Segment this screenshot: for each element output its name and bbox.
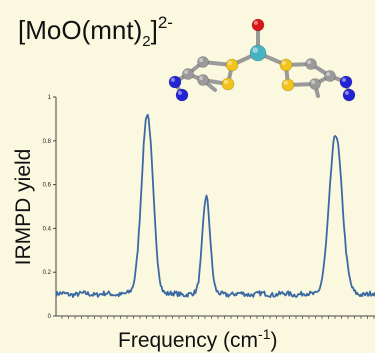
atom-highlight [344, 90, 349, 95]
x-axis-label: Frequency (cm-1) [118, 326, 278, 352]
atom-highlight [223, 79, 228, 84]
atom-highlight [326, 72, 331, 76]
y-ticks: 0 0.2 0.4 0.6 0.8 1 [43, 95, 56, 320]
atom-n [342, 88, 356, 102]
spectrum-line [55, 113, 375, 299]
y-tick-label: 0.4 [43, 226, 52, 232]
atom-s [225, 58, 239, 72]
atom-highlight [252, 47, 258, 53]
molecule-structure [168, 18, 356, 102]
atom-n [339, 75, 353, 89]
atom-c [324, 70, 336, 82]
x-ticks [61, 316, 375, 319]
atom-highlight [307, 60, 312, 64]
atom-highlight [199, 58, 203, 62]
atom-c [182, 68, 194, 80]
atom-highlight [227, 60, 232, 65]
y-tick-label: 0.6 [43, 183, 52, 189]
y-axis-label: IRMPD yield [12, 149, 35, 266]
atom-s [281, 78, 295, 92]
atom-c [197, 74, 209, 86]
atom-highlight [253, 20, 258, 25]
atom-highlight [184, 70, 188, 74]
y-tick-label: 0.8 [43, 139, 52, 145]
atom-highlight [170, 77, 175, 82]
atom-c [197, 56, 209, 68]
chart-title: [MoO(mnt)2]2- [18, 13, 173, 50]
peak-markers [145, 113, 338, 198]
atom-highlight [177, 90, 182, 95]
atom-n [175, 88, 189, 102]
y-tick-label: 0.2 [43, 270, 52, 276]
atom-o [251, 18, 265, 32]
atom-highlight [199, 76, 203, 80]
atom-highlight [311, 80, 316, 84]
atom-highlight [281, 60, 286, 65]
atom-highlight [283, 80, 288, 85]
y-tick-label: 1 [48, 95, 52, 101]
atom-c [305, 58, 317, 70]
y-tick-label: 0 [48, 314, 52, 320]
atom-c [309, 78, 321, 90]
atom-s [221, 77, 235, 91]
atom-highlight [341, 77, 346, 82]
atom-s [279, 58, 293, 72]
atom-n [168, 75, 182, 89]
atom-mo [249, 44, 267, 62]
